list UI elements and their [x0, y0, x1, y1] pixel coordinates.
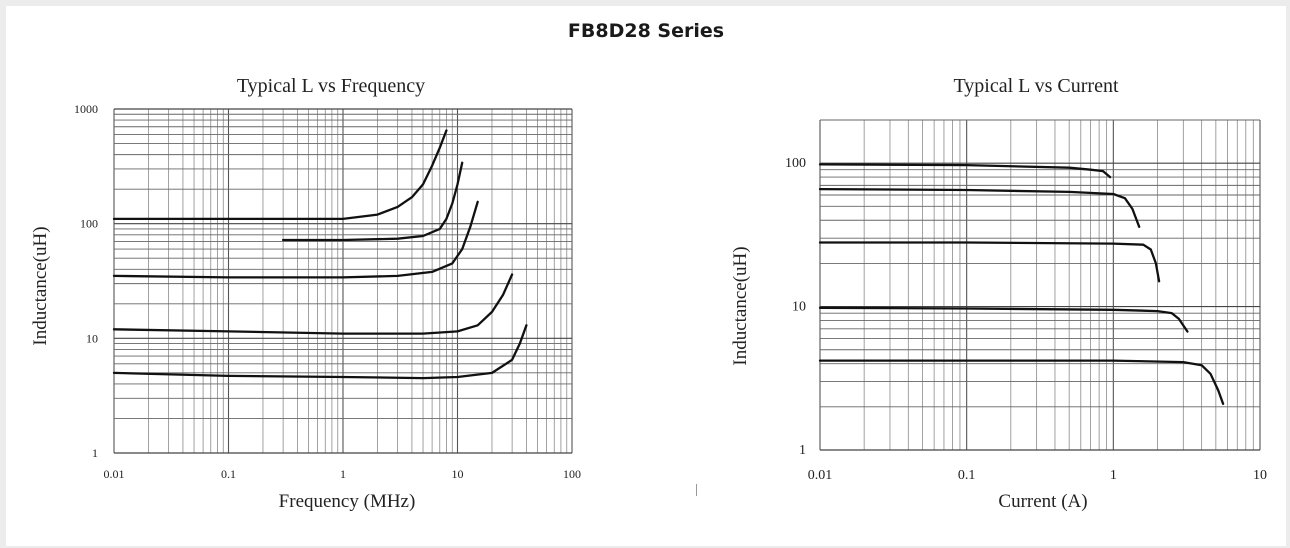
series-line — [112, 129, 448, 221]
plot-curves — [818, 163, 1225, 405]
x-tick-label: 1 — [1110, 468, 1117, 483]
y-tick-label: 10 — [86, 331, 98, 345]
x-tick-label: 0.1 — [958, 468, 976, 483]
divider-mark — [696, 484, 697, 496]
y-tick-label: 10 — [792, 300, 806, 315]
series-line — [818, 163, 1112, 179]
y-axis-label: Inductance(uH) — [30, 226, 51, 345]
chart-l-vs-current: Typical L vs Current 0.01 0.1 1 10 1 10 100 Cu… — [730, 75, 1267, 512]
series-line — [112, 200, 479, 279]
series-line — [818, 359, 1225, 405]
series-line — [281, 161, 464, 242]
series-line — [818, 187, 1141, 228]
plot-grid — [819, 119, 1261, 451]
y-tick-label: 1 — [799, 443, 806, 458]
y-tick-label: 100 — [785, 156, 806, 171]
y-axis-label: Inductance(uH) — [730, 246, 751, 365]
plot-curves — [112, 129, 528, 380]
x-tick-label: 0.01 — [808, 468, 833, 483]
y-tick-label: 1 — [92, 446, 98, 460]
plot-ticks: 0.01 0.1 1 10 1 10 100 — [785, 156, 1267, 483]
series-title: FB8D28 Series — [567, 20, 725, 42]
x-tick-label: 1 — [340, 467, 346, 481]
plot-grid — [113, 108, 573, 454]
series-line — [818, 306, 1189, 333]
x-tick-label: 100 — [563, 467, 581, 481]
y-tick-label: 100 — [80, 217, 98, 231]
x-axis-label: Current (A) — [998, 491, 1087, 512]
chart-title: Typical L vs Current — [953, 75, 1118, 97]
chart-title: Typical L vs Frequency — [237, 75, 425, 97]
x-axis-label: Frequency (MHz) — [279, 491, 416, 512]
x-tick-label: 0.1 — [221, 467, 236, 481]
x-tick-label: 10 — [1253, 468, 1267, 483]
x-tick-label: 10 — [452, 467, 464, 481]
series-line — [818, 241, 1161, 283]
page: FB8D28 Series Typical L vs Frequency 0.0… — [6, 6, 1286, 546]
x-tick-label: 0.01 — [104, 467, 125, 481]
series-line — [112, 273, 514, 335]
series-line — [112, 324, 528, 380]
plot-ticks: 0.01 0.1 1 10 100 1 10 100 1000 — [74, 102, 581, 481]
y-tick-label: 1000 — [74, 102, 98, 116]
chart-l-vs-frequency: Typical L vs Frequency 0.01 0.1 1 10 100 1 10 1… — [30, 75, 581, 512]
